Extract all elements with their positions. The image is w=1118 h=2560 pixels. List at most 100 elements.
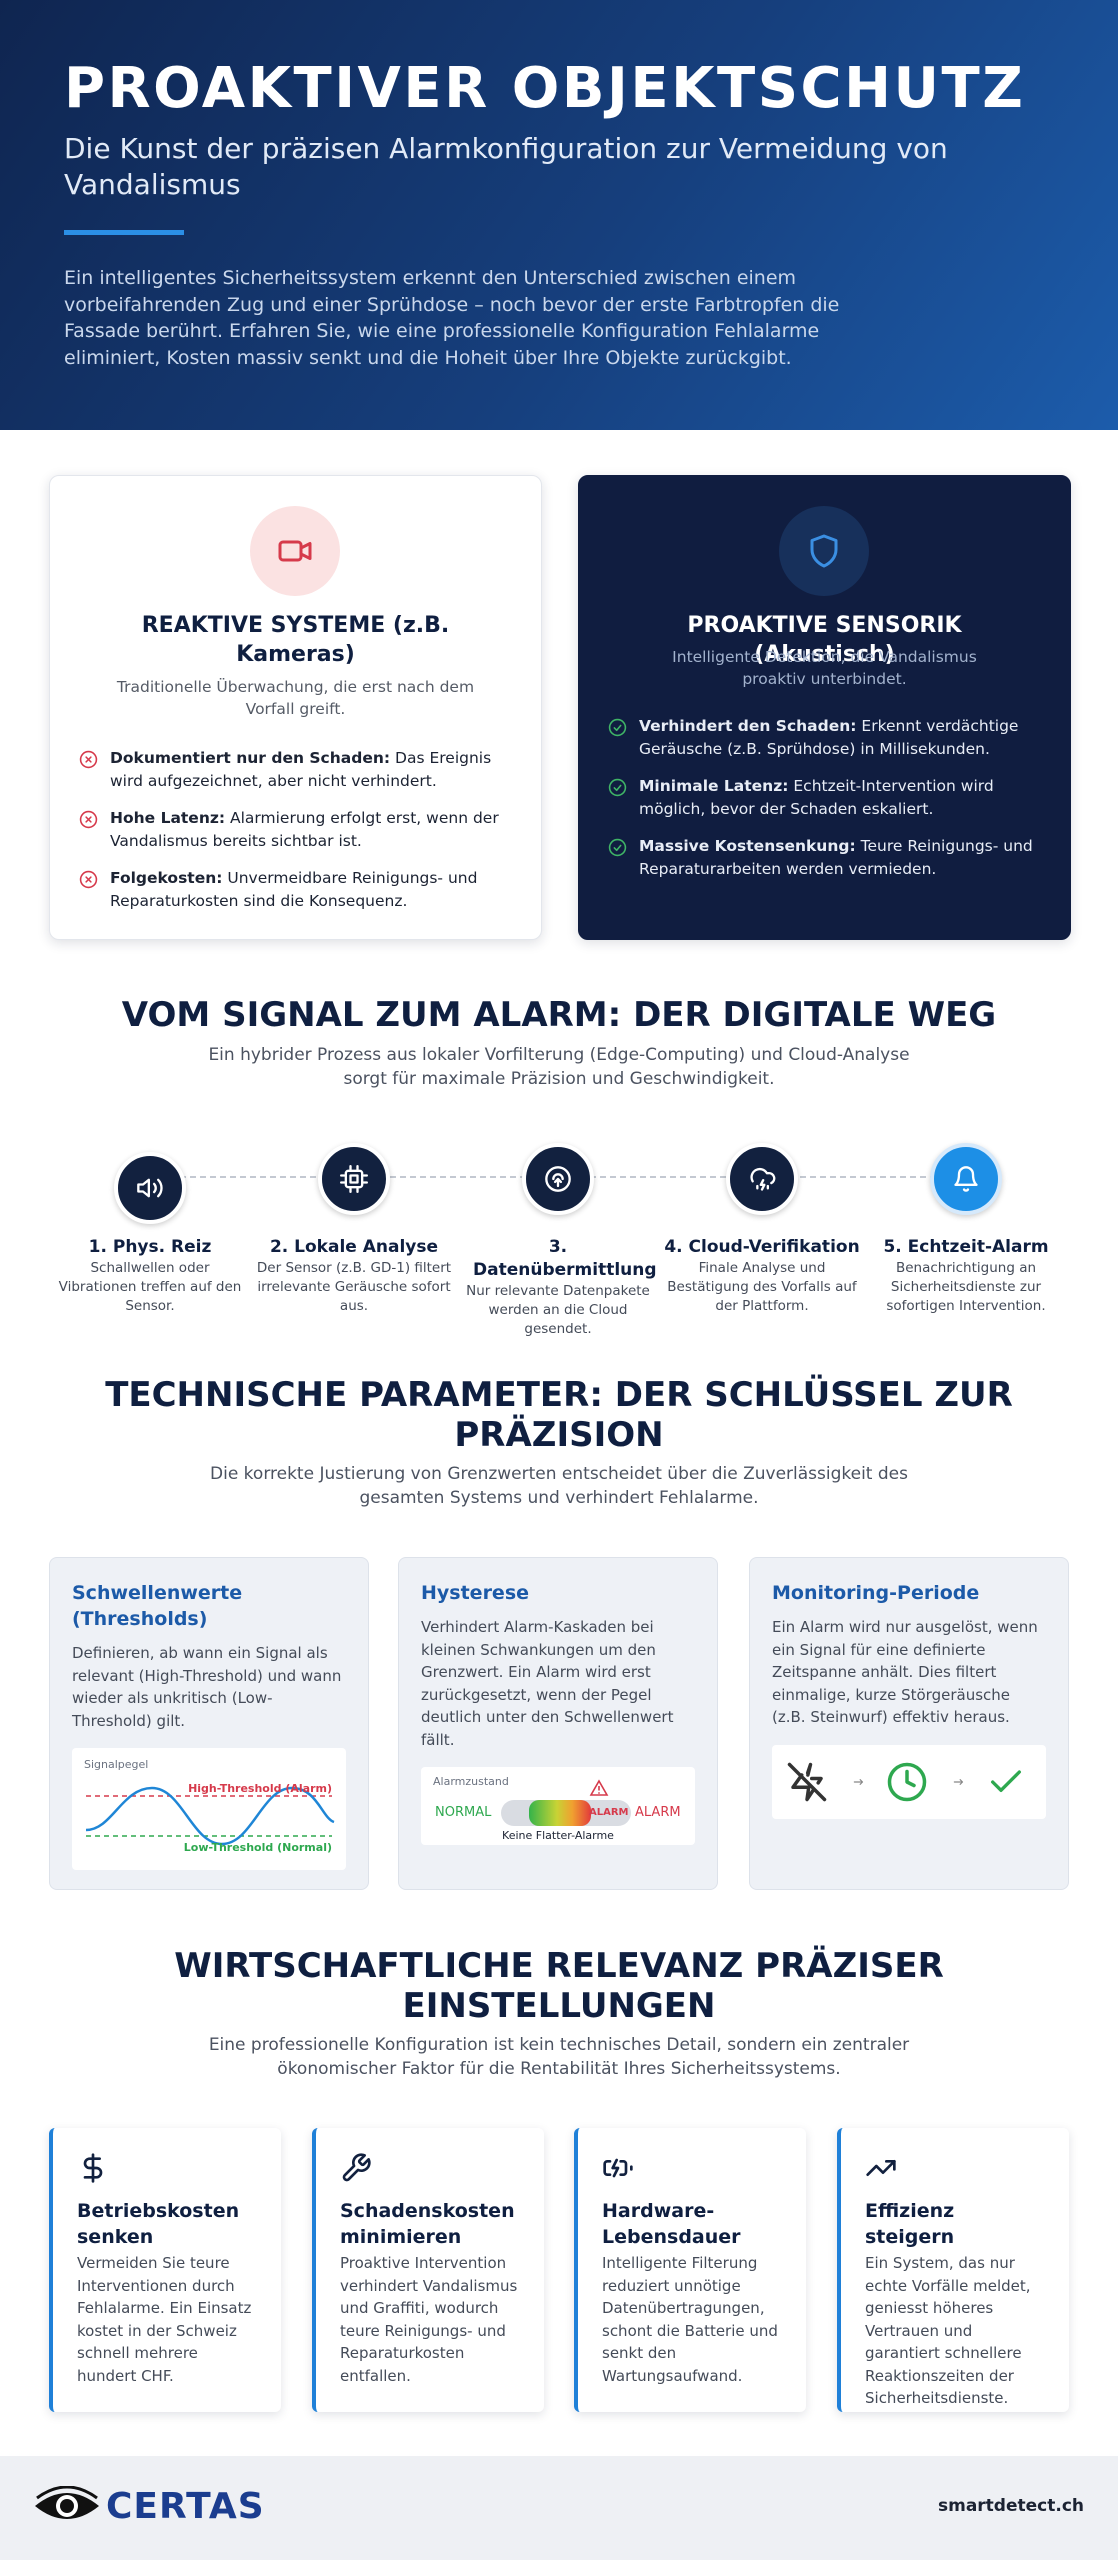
parameter-card: Hysterese Verhindert Alarm-Kaskaden bei k… bbox=[398, 1557, 718, 1890]
icon-part bbox=[603, 2158, 633, 2178]
arrow-icon bbox=[852, 1775, 866, 1789]
icon-part bbox=[349, 1174, 359, 1184]
header-divider bbox=[64, 230, 184, 235]
card-title: Hysterese bbox=[421, 1582, 530, 1604]
list-item: Verhindert den Schaden: Erkennt verdächt… bbox=[608, 715, 1048, 761]
section-subtitle: Die korrekte Justierung von Grenzwerten … bbox=[210, 1464, 908, 1508]
card-text: Ein Alarm wird nur ausgelöst, wenn ein S… bbox=[772, 1618, 1038, 1726]
check-icon bbox=[986, 1762, 1026, 1802]
section-subtitle: Eine professionelle Konfiguration ist ke… bbox=[208, 2035, 910, 2079]
step-icon bbox=[136, 1174, 164, 1202]
diagram-label: Alarmzustand bbox=[433, 1775, 509, 1788]
step-icon bbox=[340, 1165, 368, 1193]
icon-part bbox=[79, 810, 98, 829]
bullet-icon bbox=[79, 870, 98, 913]
icon-part bbox=[608, 718, 627, 737]
header-title: PROAKTIVER OBJEKTSCHUTZ bbox=[64, 56, 1026, 121]
item-label: Folgekosten: bbox=[110, 869, 223, 887]
step-title: 2. Lokale Analyse bbox=[269, 1237, 439, 1257]
step-title: 4. Cloud-Verifikation bbox=[664, 1237, 860, 1257]
icon-part bbox=[85, 1786, 335, 1846]
icon-circle bbox=[779, 506, 869, 596]
icon-part bbox=[603, 2158, 633, 2178]
step-text: Schallwellen oder Vibrationen treffen au… bbox=[58, 1260, 242, 1314]
step-circle bbox=[522, 1143, 594, 1215]
item-label: Dokumentiert nur den Schaden: bbox=[110, 749, 391, 767]
icon-part bbox=[991, 1769, 1021, 1792]
item-text: Hohe Latenz: Alarmierung erfolgt erst, w… bbox=[110, 807, 519, 853]
card-title: Betriebskosten senken bbox=[77, 2200, 240, 2248]
pill-alarm-label: ALARM bbox=[589, 1807, 629, 1818]
icon-part bbox=[342, 2153, 371, 2182]
card-icon bbox=[865, 2152, 1047, 2184]
icon-part bbox=[79, 870, 98, 889]
icon-part bbox=[608, 778, 627, 797]
clock-icon bbox=[886, 1761, 928, 1803]
icon-part bbox=[608, 718, 627, 737]
step-title: 1. Phys. Reiz bbox=[88, 1237, 212, 1257]
icon-part bbox=[787, 1762, 827, 1801]
icon-part bbox=[954, 1166, 978, 1186]
step-text: Benachrichtigung an Sicherheitsdienste z… bbox=[886, 1260, 1046, 1314]
card-text: Ein System, das nur echte Vorfälle melde… bbox=[865, 2254, 1031, 2407]
icon-part bbox=[340, 1165, 368, 1193]
economics-card: Hardware-Lebensdauer Intelligente Filteru… bbox=[574, 2128, 806, 2412]
section-title: WIRTSCHAFTLICHE RELEVANZ PRÄZISER EINSTE… bbox=[174, 1946, 944, 2026]
icon-part bbox=[36, 2486, 98, 2500]
card-title: Hardware-Lebensdauer bbox=[602, 2200, 741, 2248]
card-text: Vermeiden Sie teure Interventionen durch… bbox=[77, 2254, 252, 2385]
logo-text: CERTAS bbox=[106, 2486, 265, 2527]
icon-part bbox=[787, 1762, 827, 1801]
icon-part bbox=[953, 1778, 964, 1785]
list-item: Minimale Latenz: Echtzeit-Intervention w… bbox=[608, 775, 1048, 821]
icon-part bbox=[750, 1167, 776, 1191]
monitoring-diagram bbox=[772, 1744, 1046, 1819]
step-text: Nur relevante Datenpakete werden an die … bbox=[466, 1283, 650, 1337]
card-title: PROAKTIVE SENSORIK (Akustisch) bbox=[687, 613, 962, 667]
icon-part bbox=[866, 2160, 896, 2176]
alarm-label: ALARM bbox=[635, 1805, 681, 1820]
card-title: Schadenskosten minimieren bbox=[340, 2200, 515, 2248]
item-label: Verhindert den Schaden: bbox=[639, 717, 857, 735]
bullet-icon bbox=[608, 718, 627, 761]
item-text: Dokumentiert nur den Schaden: Das Ereign… bbox=[110, 747, 519, 793]
step-icon bbox=[544, 1165, 572, 1193]
icon-part bbox=[85, 1786, 335, 1846]
item-text: Minimale Latenz: Echtzeit-Intervention w… bbox=[639, 775, 1048, 821]
bullet-icon bbox=[608, 778, 627, 821]
diagram-label: Signalpegel bbox=[84, 1758, 149, 1771]
icon-part bbox=[608, 838, 627, 857]
diagram-graphic bbox=[421, 1767, 695, 1845]
item-description: Echtzeit-Intervention wird möglich, bevo… bbox=[639, 777, 994, 818]
header-subtitle: Die Kunst der präzisen Alarmkonfiguratio… bbox=[64, 132, 948, 201]
icon-part bbox=[501, 1779, 631, 1826]
icon-part bbox=[152, 1178, 163, 1198]
card-text: Intelligente Filterung reduziert unnötig… bbox=[602, 2254, 778, 2385]
icon-part bbox=[810, 534, 838, 568]
parameter-card: Monitoring-Periode Ein Alarm wird nur aus… bbox=[749, 1557, 1069, 1890]
icon-part bbox=[85, 816, 92, 823]
item-description: Alarmierung erfolgt erst, wenn der Vanda… bbox=[110, 809, 499, 850]
icon-part bbox=[79, 750, 98, 769]
icon-part bbox=[887, 1762, 927, 1801]
item-text: Folgekosten: Unvermeidbare Reinigungs- u… bbox=[110, 867, 519, 913]
card-icon bbox=[806, 533, 842, 569]
low-threshold-label: Low-Threshold (Normal) bbox=[183, 1841, 332, 1854]
icon-part bbox=[810, 534, 838, 568]
item-text: Verhindert den Schaden: Erkennt verdächt… bbox=[639, 715, 1048, 761]
icon-circle bbox=[250, 506, 340, 596]
section-title: VOM SIGNAL ZUM ALARM: DER DIGITALE WEG bbox=[121, 995, 997, 1035]
step-circle bbox=[726, 1143, 798, 1215]
item-label: Massive Kostensenkung: bbox=[639, 837, 856, 855]
icon-part bbox=[613, 784, 622, 792]
icon-part bbox=[60, 2499, 74, 2513]
card-text: Proaktive Intervention verhindert Vandal… bbox=[340, 2254, 518, 2385]
step-circle bbox=[114, 1152, 186, 1224]
step-circle bbox=[318, 1143, 390, 1215]
section-title: TECHNISCHE PARAMETER: DER SCHLÜSSEL ZUR … bbox=[105, 1375, 1013, 1455]
card-title: Monitoring-Periode bbox=[772, 1582, 980, 1604]
card-icon bbox=[277, 533, 313, 569]
bullet-icon bbox=[79, 750, 98, 793]
list-item: Dokumentiert nur den Schaden: Das Ereign… bbox=[79, 747, 519, 793]
